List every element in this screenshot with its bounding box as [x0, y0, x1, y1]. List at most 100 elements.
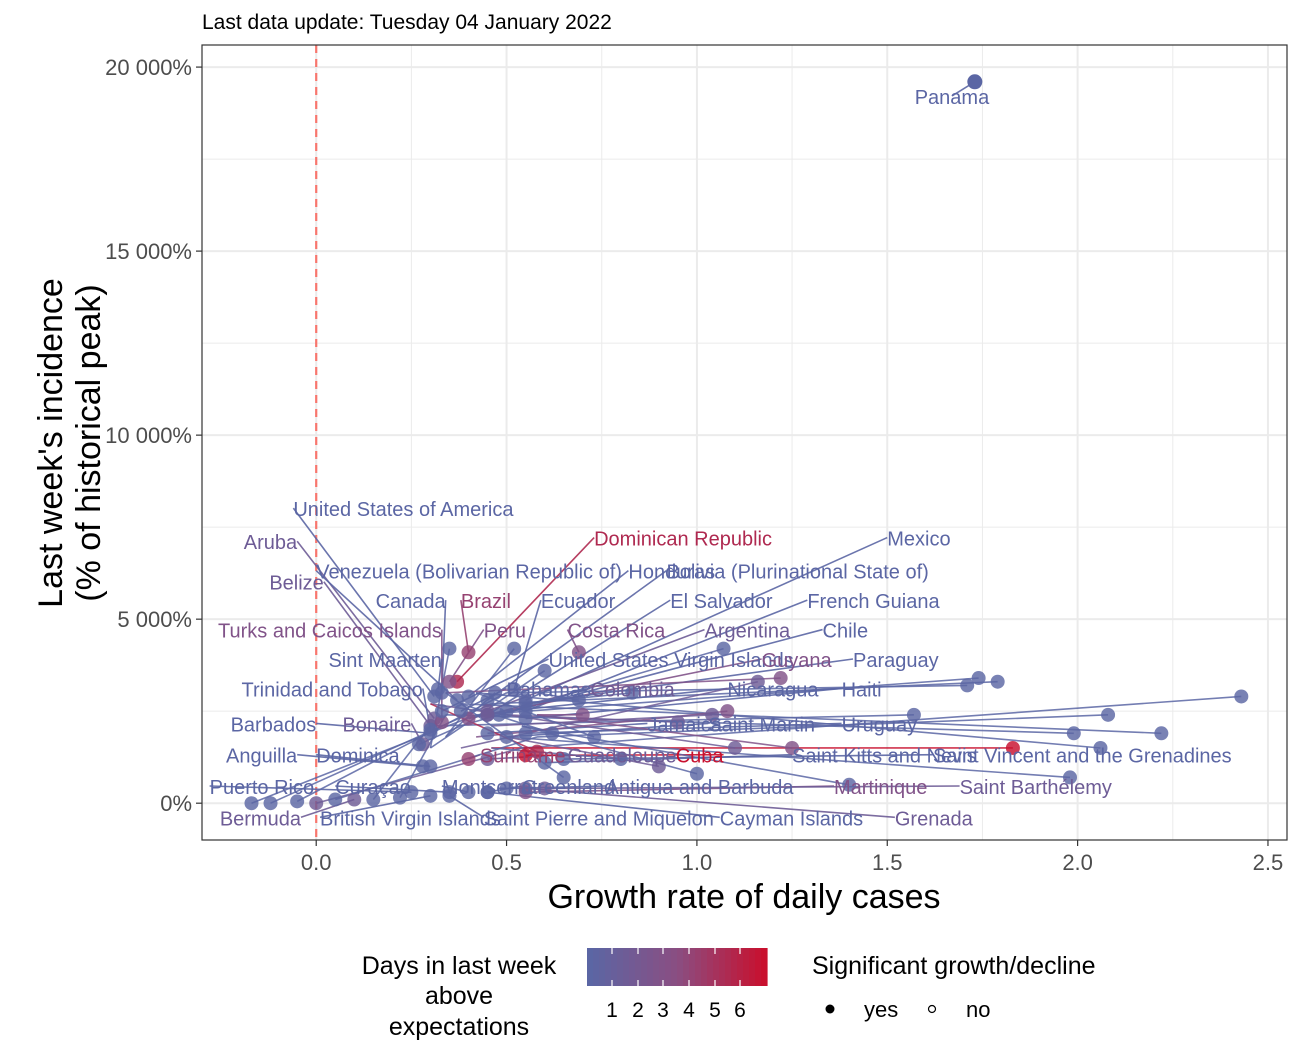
- extra-connector-23: [536, 691, 580, 701]
- connector-3: [525, 536, 888, 701]
- data-point-57: [960, 678, 975, 693]
- data-point-58: [1234, 689, 1249, 704]
- country-label-50: Cayman Islands: [720, 808, 863, 830]
- x-tick-label-1: 0.5: [491, 850, 522, 875]
- plot-border: [201, 44, 1288, 841]
- country-label-46: Saint Barthélemy: [960, 777, 1112, 799]
- data-point-39: [556, 752, 571, 767]
- data-point-26: [499, 704, 514, 719]
- data-point-75: [571, 693, 586, 708]
- color-bar-segment-25: [737, 948, 744, 986]
- connector-5: [315, 570, 458, 701]
- extra-connector-35: [475, 692, 595, 738]
- data-point-88: [613, 752, 628, 767]
- connector-2: [456, 537, 595, 683]
- color-bar-segment-13: [665, 948, 672, 986]
- data-point-34: [423, 759, 438, 774]
- country-label-51: Grenada: [895, 808, 974, 830]
- color-bar-tick-label-1: 2: [632, 999, 644, 1022]
- country-label-27: Haiti: [842, 679, 882, 701]
- country-label-17: Argentina: [705, 621, 791, 643]
- color-bar-segment-21: [713, 948, 720, 986]
- data-point-60: [906, 707, 921, 722]
- connector-47: [300, 798, 355, 819]
- country-label-49: Saint Pierre and Miquelon: [484, 808, 714, 830]
- country-label-26: Nicaragua: [727, 679, 819, 701]
- extra-connector-37: [506, 736, 659, 768]
- data-point-25: [480, 707, 495, 722]
- data-point-36: [480, 752, 495, 767]
- data-point-84: [366, 792, 381, 807]
- color-bar-segment-16: [683, 948, 690, 986]
- extra-connector-27: [251, 714, 477, 804]
- data-point-69: [773, 671, 788, 686]
- data-point-77: [488, 685, 503, 700]
- country-label-28: Barbados: [231, 714, 317, 736]
- color-bar-segment-14: [671, 948, 678, 986]
- x-tick-label-5: 2.5: [1253, 850, 1284, 875]
- data-point-82: [309, 796, 324, 811]
- data-point-38: [537, 755, 552, 770]
- data-point-89: [651, 759, 666, 774]
- extra-connector-14: [521, 725, 850, 786]
- color-legend-title-line-2: above: [425, 982, 493, 1010]
- color-bar-segment-6: [623, 948, 630, 986]
- country-label-47: Bermuda: [220, 808, 302, 830]
- extra-connector-21: [506, 714, 678, 724]
- connector-6: [467, 570, 629, 698]
- country-label-43: Greenland: [522, 777, 615, 799]
- country-label-24: Bahamas: [507, 679, 592, 701]
- country-label-6: Honduras: [628, 562, 715, 584]
- y-tick-label-0: 0%: [160, 791, 192, 816]
- country-label-2: Dominican Republic: [594, 529, 772, 551]
- country-label-5: Venezuela (Bolivarian Republic of): [316, 562, 622, 584]
- data-point-59: [1101, 707, 1116, 722]
- country-label-41: Curaçao: [335, 777, 411, 799]
- extra-connector-9: [445, 714, 1074, 735]
- color-bar-segment-1: [593, 948, 600, 986]
- country-label-15: Peru: [484, 621, 526, 643]
- data-point-73: [670, 715, 685, 730]
- extra-connector-13: [506, 736, 1071, 779]
- data-point-37: [518, 748, 533, 763]
- data-point-15: [442, 674, 457, 689]
- x-tick-label-2: 1.0: [682, 850, 713, 875]
- country-label-42: Montserrat: [442, 777, 538, 799]
- data-point-93: [556, 770, 571, 785]
- connector-46: [544, 785, 960, 790]
- plot-area: Panama United States of America Dominican …: [201, 44, 1288, 841]
- country-label-16: Costa Rica: [567, 621, 666, 643]
- country-label-40: Puerto Rico: [210, 777, 314, 799]
- y-axis-label: Last week's incidence (% of historical p…: [32, 278, 108, 608]
- country-label-1: United States of America: [293, 499, 514, 521]
- data-point-48: [423, 788, 438, 803]
- country-label-33: Anguilla: [226, 746, 298, 768]
- shape-legend-title: Significant growth/decline: [812, 952, 1096, 980]
- chart-subtitle: Last data update: Tuesday 04 January 202…: [202, 11, 612, 34]
- data-point-52: [442, 641, 457, 656]
- country-label-19: Sint Maarten: [328, 650, 441, 672]
- data-point-83: [328, 792, 343, 807]
- data-point-78: [412, 737, 426, 752]
- color-bar-segment-24: [731, 948, 738, 986]
- connector-40: [209, 785, 412, 793]
- data-point-42: [461, 785, 476, 800]
- data-point-27: [518, 711, 533, 726]
- color-bar-segment-5: [617, 948, 624, 986]
- extra-connector-33: [399, 714, 447, 799]
- country-label-44: Antigua and Barbuda: [606, 777, 795, 799]
- country-label-39: Saint Vincent and the Grenadines: [933, 746, 1232, 768]
- y-axis-label-line-1: Last week's incidence: [32, 278, 70, 608]
- connector-4: [296, 540, 435, 720]
- country-label-3: Mexico: [887, 529, 950, 551]
- color-bar-segment-20: [707, 948, 714, 986]
- data-point-5: [450, 693, 465, 708]
- data-point-47: [347, 792, 362, 807]
- country-label-22: Paraguay: [853, 650, 939, 672]
- data-point-49: [442, 788, 457, 803]
- data-point-54: [716, 641, 731, 656]
- country-label-36: Guadeloupe: [567, 746, 676, 768]
